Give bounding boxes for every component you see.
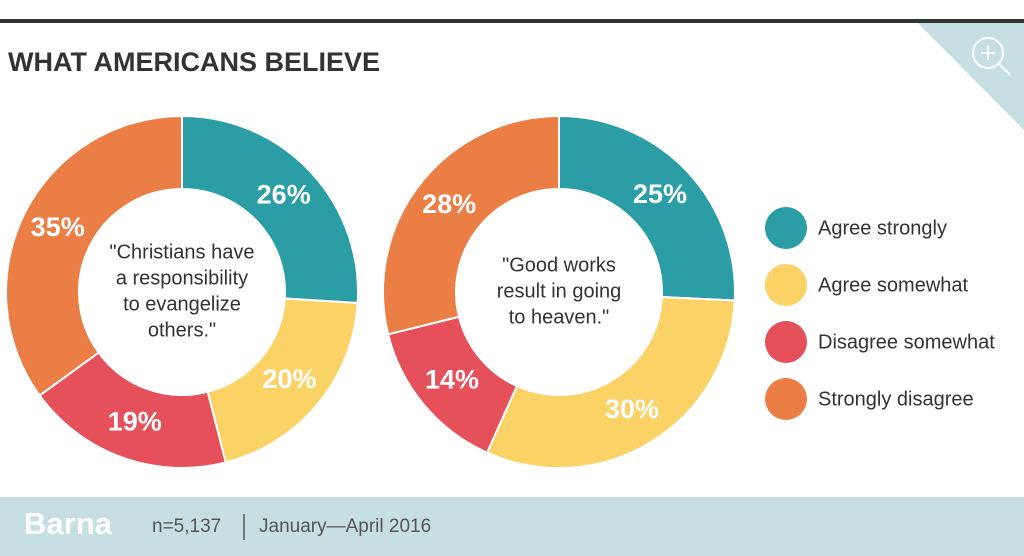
donut-segment <box>5 114 183 397</box>
corner-flag <box>918 23 1024 130</box>
legend-swatch <box>765 207 807 249</box>
value-label: 25% <box>633 179 687 209</box>
value-label: 19% <box>108 406 162 436</box>
legend-swatch <box>765 321 807 363</box>
legend-label: Agree somewhat <box>818 274 969 296</box>
brand: Barna <box>24 506 113 541</box>
donut-segment <box>181 114 359 305</box>
center-text: a responsibility <box>116 267 248 289</box>
value-label: 20% <box>262 364 316 394</box>
donut-segment <box>382 114 560 336</box>
date-range: January—April 2016 <box>259 516 431 537</box>
top-rule <box>0 19 1024 23</box>
center-text: "Good works <box>502 254 616 276</box>
center-text: others." <box>148 319 216 341</box>
legend-swatch <box>765 264 807 306</box>
legend-label: Strongly disagree <box>818 388 974 410</box>
title: WHAT AMERICANS BELIEVE <box>8 47 380 77</box>
legend-label: Disagree somewhat <box>818 331 995 353</box>
value-label: 26% <box>257 180 311 210</box>
value-label: 35% <box>31 212 85 242</box>
footer-band <box>0 497 1024 556</box>
donut-segment <box>558 114 736 302</box>
center-text: to heaven." <box>509 306 610 328</box>
donut-segment <box>38 351 227 469</box>
center-text: to evangelize <box>123 293 241 315</box>
donut-segment <box>485 295 736 469</box>
value-label: 14% <box>425 365 479 395</box>
sample-size: n=5,137 <box>152 516 221 537</box>
zoom-icon[interactable] <box>972 37 1011 76</box>
charts: 26% 20% 19% 35% "Christians have a responsibi… <box>5 114 736 469</box>
value-label: 28% <box>422 189 476 219</box>
legend-label: Agree strongly <box>818 217 947 239</box>
donut-segment <box>206 297 359 464</box>
center-text: result in going <box>497 280 622 302</box>
center-text: "Christians have <box>110 241 255 263</box>
value-label: 30% <box>605 394 659 424</box>
legend-swatch <box>765 378 807 420</box>
legend: Agree strongly Agree somewhat Disagree som… <box>765 207 995 420</box>
